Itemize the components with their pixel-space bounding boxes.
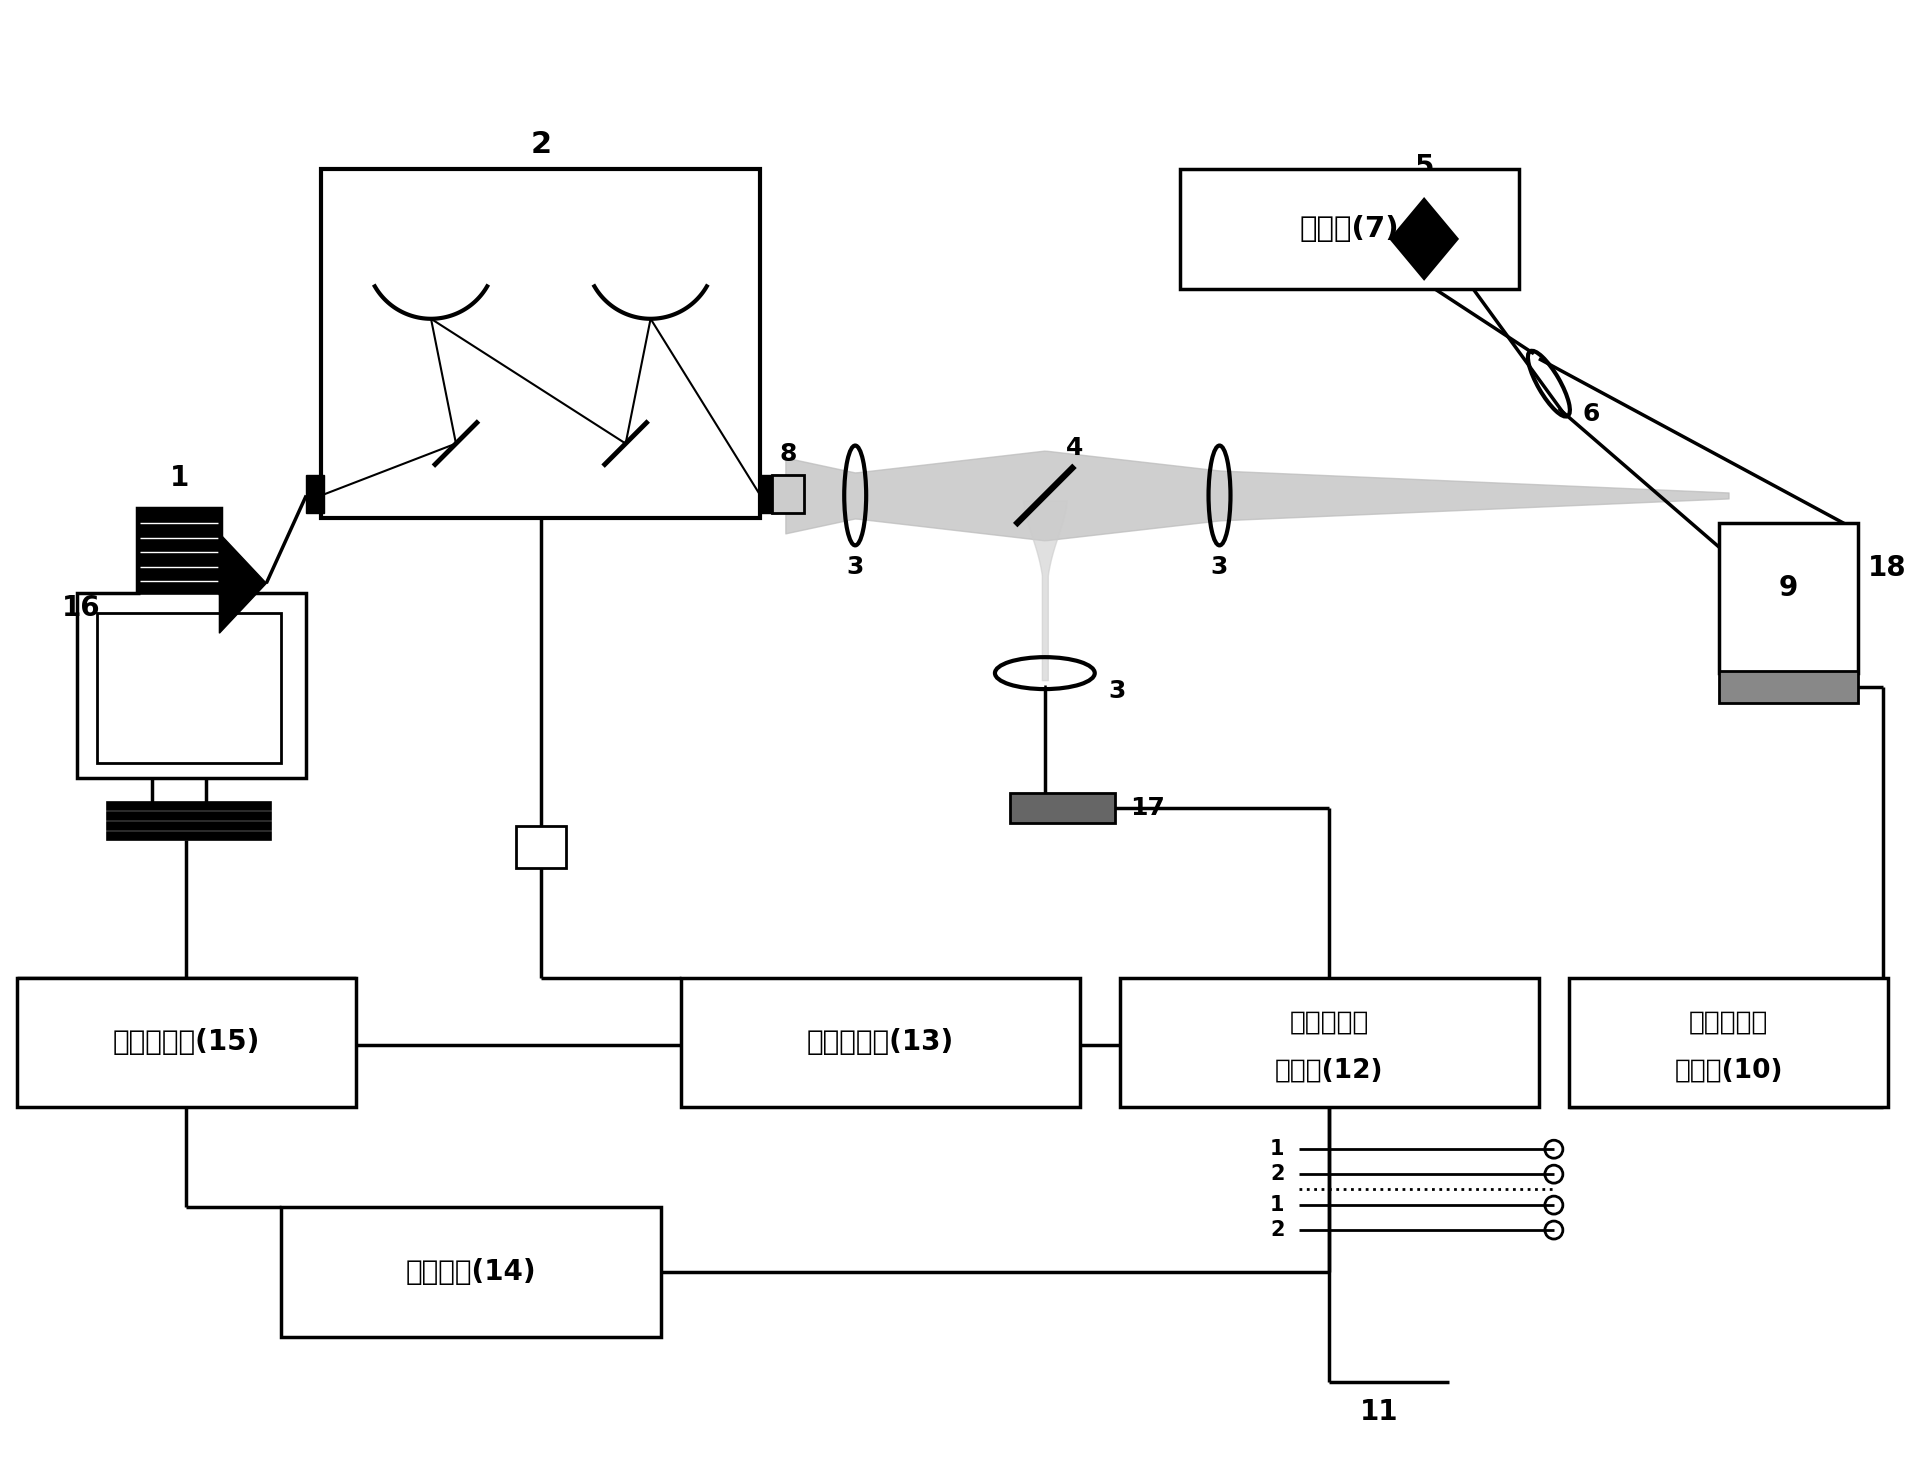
FancyBboxPatch shape [306, 476, 324, 514]
Text: 5: 5 [1414, 153, 1433, 181]
Text: 2: 2 [1269, 1164, 1285, 1185]
Text: 偏压装置(14): 偏压装置(14) [406, 1258, 535, 1286]
FancyBboxPatch shape [281, 1207, 661, 1337]
Polygon shape [1389, 197, 1460, 280]
FancyBboxPatch shape [1570, 978, 1887, 1107]
Text: 3: 3 [1211, 555, 1229, 580]
Text: 6: 6 [1581, 402, 1599, 426]
Text: 1: 1 [1269, 1139, 1285, 1160]
FancyBboxPatch shape [1119, 978, 1539, 1107]
Polygon shape [220, 533, 266, 633]
FancyBboxPatch shape [322, 169, 761, 518]
FancyBboxPatch shape [516, 826, 566, 868]
Text: 18: 18 [1868, 555, 1907, 583]
FancyBboxPatch shape [106, 832, 272, 840]
FancyBboxPatch shape [131, 690, 241, 708]
Text: 1: 1 [169, 464, 189, 492]
FancyBboxPatch shape [106, 822, 272, 829]
FancyBboxPatch shape [1179, 169, 1520, 289]
Text: 3: 3 [847, 555, 865, 580]
FancyBboxPatch shape [106, 802, 272, 810]
Text: 3: 3 [1107, 680, 1125, 703]
Text: 数据采集卡(15): 数据采集卡(15) [114, 1029, 260, 1057]
Text: 16: 16 [62, 595, 100, 622]
FancyBboxPatch shape [1009, 793, 1115, 824]
Text: 11: 11 [1360, 1398, 1398, 1425]
Text: 9: 9 [1780, 574, 1799, 602]
Text: 8: 8 [780, 442, 797, 465]
FancyBboxPatch shape [106, 812, 272, 819]
Text: 2: 2 [1269, 1220, 1285, 1240]
Text: 1: 1 [1269, 1195, 1285, 1216]
FancyBboxPatch shape [761, 476, 778, 514]
Text: 短路电流测: 短路电流测 [1689, 1010, 1768, 1036]
FancyBboxPatch shape [96, 614, 281, 763]
Text: 量装置(10): 量装置(10) [1674, 1058, 1783, 1083]
FancyBboxPatch shape [1718, 524, 1859, 674]
Text: 4: 4 [1067, 436, 1084, 459]
Text: 2: 2 [530, 129, 551, 159]
Text: 锁相放大器(13): 锁相放大器(13) [807, 1029, 953, 1057]
FancyBboxPatch shape [137, 508, 221, 664]
FancyBboxPatch shape [17, 978, 356, 1107]
Text: 恒流源(7): 恒流源(7) [1300, 214, 1398, 244]
FancyBboxPatch shape [680, 978, 1080, 1107]
Text: 17: 17 [1131, 796, 1165, 819]
FancyBboxPatch shape [772, 476, 805, 514]
FancyBboxPatch shape [77, 593, 306, 778]
Text: 复用器(12): 复用器(12) [1275, 1058, 1383, 1083]
Text: 双通道多路: 双通道多路 [1290, 1010, 1369, 1036]
FancyBboxPatch shape [1718, 671, 1859, 703]
